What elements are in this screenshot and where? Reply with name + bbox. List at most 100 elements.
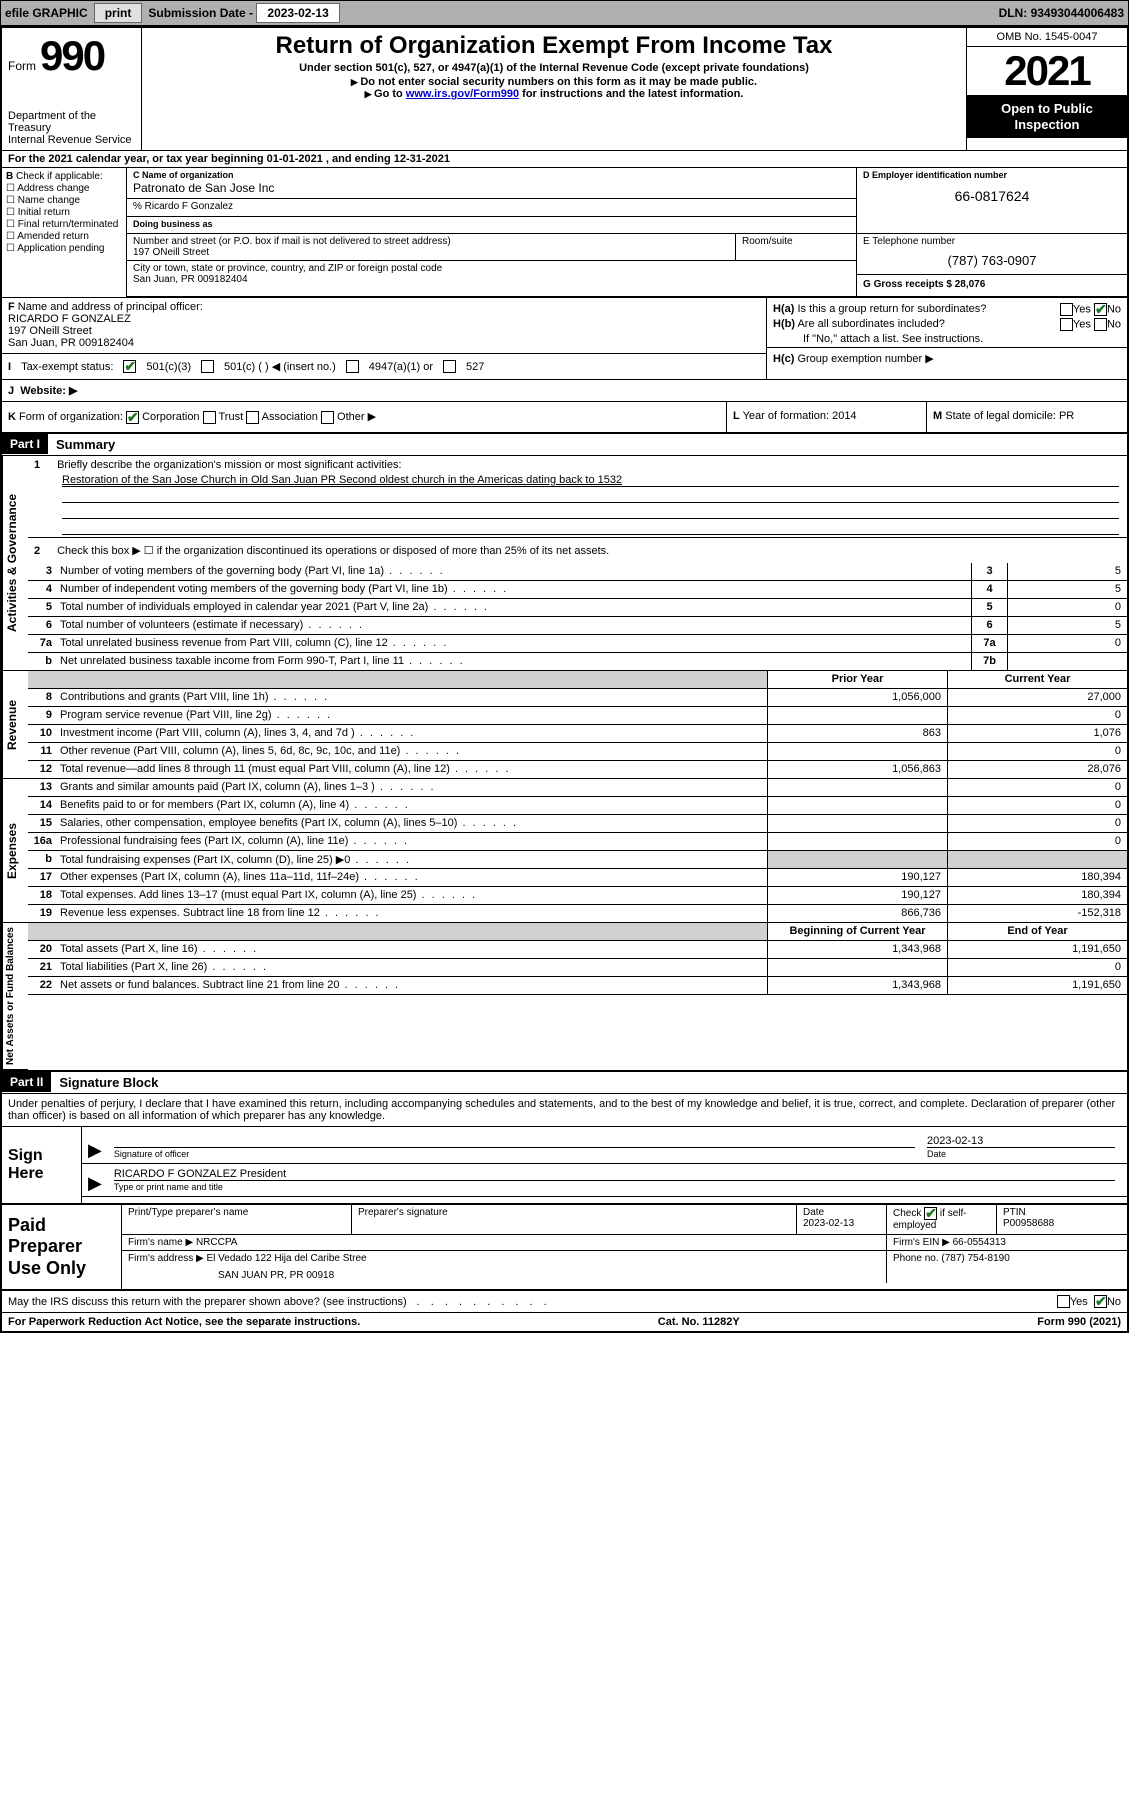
- org-info-block: B Check if applicable: ☐ Address change …: [2, 168, 1127, 298]
- hc-text: Group exemption number ▶: [797, 353, 933, 365]
- header-left: Form 990 Department of the Treasury Inte…: [2, 28, 142, 150]
- summary-line-14: 14Benefits paid to or for members (Part …: [28, 797, 1127, 815]
- paid-preparer-block: Paid Preparer Use Only Print/Type prepar…: [2, 1203, 1127, 1290]
- firm-phone-label: Phone no.: [893, 1253, 941, 1264]
- signature-arrow-icon: ▶: [88, 1140, 108, 1161]
- summary-line-22: 22Net assets or fund balances. Subtract …: [28, 977, 1127, 995]
- col-current-year: Current Year: [947, 671, 1127, 688]
- activities-governance: Activities & Governance 1 Briefly descri…: [2, 456, 1127, 671]
- org-name-label: C Name of organization: [133, 170, 850, 180]
- summary-line-16a: 16aProfessional fundraising fees (Part I…: [28, 833, 1127, 851]
- form-header: Form 990 Department of the Treasury Inte…: [2, 28, 1127, 151]
- vlabel-rev: Revenue: [2, 671, 28, 779]
- check-amended-return[interactable]: ☐ Amended return: [6, 231, 122, 242]
- check-final-return[interactable]: ☐ Final return/terminated: [6, 219, 122, 230]
- header-right: OMB No. 1545-0047 2021 Open to Public In…: [967, 28, 1127, 150]
- tax-status-label: Tax-exempt status:: [21, 361, 113, 373]
- sign-here-label: Sign Here: [2, 1127, 82, 1203]
- dln-value: 93493044006483: [1031, 6, 1124, 20]
- ha-text: Is this a group return for subordinates?: [797, 303, 986, 315]
- hb-text: Are all subordinates included?: [797, 318, 944, 330]
- check-other[interactable]: [321, 411, 334, 424]
- ein-value: 66-0817624: [863, 180, 1121, 205]
- officer-city: San Juan, PR 009182404: [8, 337, 134, 349]
- summary-line-10: 10Investment income (Part VIII, column (…: [28, 725, 1127, 743]
- signature-date: 2023-02-13: [927, 1135, 1115, 1147]
- check-trust[interactable]: [203, 411, 216, 424]
- summary-line-9: 9Program service revenue (Part VIII, lin…: [28, 707, 1127, 725]
- check-initial-return[interactable]: ☐ Initial return: [6, 207, 122, 218]
- phone-cell: E Telephone number (787) 763-0907 G Gros…: [857, 234, 1127, 296]
- k-l-m-row: K Form of organization: Corporation Trus…: [2, 402, 1127, 434]
- website-label: Website: ▶: [20, 385, 77, 397]
- check-4947a1[interactable]: [346, 360, 359, 373]
- summary-line-11: 11Other revenue (Part VIII, column (A), …: [28, 743, 1127, 761]
- net-assets-section: Net Assets or Fund Balances Beginning of…: [2, 923, 1127, 1072]
- check-501c[interactable]: [201, 360, 214, 373]
- gross-receipts-value: 28,076: [955, 279, 986, 290]
- summary-line-3: 3Number of voting members of the governi…: [28, 563, 1127, 581]
- check-association[interactable]: [246, 411, 259, 424]
- vlabel-na: Net Assets or Fund Balances: [2, 923, 28, 1070]
- firm-addr-1: El Vedado 122 Hija del Caribe Stree: [207, 1253, 367, 1264]
- part-1-header: Part I Summary: [2, 434, 1127, 456]
- check-address-change[interactable]: ☐ Address change: [6, 183, 122, 194]
- na-header-row: Beginning of Current Year End of Year: [28, 923, 1127, 941]
- check-527[interactable]: [443, 360, 456, 373]
- part-1-title: Summary: [48, 434, 123, 455]
- line1-text: Briefly describe the organization's miss…: [57, 459, 401, 471]
- summary-line-13: 13Grants and similar amounts paid (Part …: [28, 779, 1127, 797]
- hb-yes[interactable]: [1060, 318, 1073, 331]
- summary-line-12: 12Total revenue—add lines 8 through 11 (…: [28, 761, 1127, 779]
- ha-yes[interactable]: [1060, 303, 1073, 316]
- hb-no[interactable]: [1094, 318, 1107, 331]
- summary-line-7a: 7aTotal unrelated business revenue from …: [28, 635, 1127, 653]
- summary-line-5: 5Total number of individuals employed in…: [28, 599, 1127, 617]
- footer-form: Form 990 (2021): [1037, 1316, 1121, 1328]
- preparer-date-label: Date: [803, 1207, 880, 1218]
- street-label: Number and street (or P.O. box if mail i…: [133, 236, 729, 247]
- mission-text: Restoration of the San Jose Church in Ol…: [62, 474, 1119, 487]
- row-a-tax-year: For the 2021 calendar year, or tax year …: [2, 151, 1127, 168]
- org-name: Patronato de San Jose Inc: [133, 180, 850, 196]
- form-990-container: Form 990 Department of the Treasury Inte…: [0, 26, 1129, 1333]
- col-prior-year: Prior Year: [767, 671, 947, 688]
- col-c-d-e: C Name of organization Patronato de San …: [127, 168, 1127, 297]
- dln: DLN: 93493044006483: [999, 6, 1124, 20]
- check-501c3[interactable]: [123, 360, 136, 373]
- check-application-pending[interactable]: ☐ Application pending: [6, 243, 122, 254]
- hb-note: If "No," attach a list. See instructions…: [773, 333, 1121, 345]
- discuss-no[interactable]: [1094, 1295, 1107, 1308]
- submission-label-text: Submission Date -: [148, 6, 256, 20]
- column-b-checkboxes: B Check if applicable: ☐ Address change …: [2, 168, 127, 297]
- ha-no[interactable]: [1094, 303, 1107, 316]
- discuss-yes[interactable]: [1057, 1295, 1070, 1308]
- org-name-cell: C Name of organization Patronato de San …: [127, 168, 857, 233]
- website-row: J Website: ▶: [2, 380, 1127, 402]
- form-title: Return of Organization Exempt From Incom…: [150, 32, 958, 60]
- summary-line-b: bTotal fundraising expenses (Part IX, co…: [28, 851, 1127, 869]
- firm-ein-label: Firm's EIN ▶: [893, 1237, 953, 1248]
- ein-label: D Employer identification number: [863, 170, 1121, 180]
- open-to-public: Open to Public Inspection: [967, 95, 1127, 138]
- year-formation: L Year of formation: 2014: [727, 402, 927, 432]
- part-2-label: Part II: [2, 1072, 51, 1092]
- ein-cell: D Employer identification number 66-0817…: [857, 168, 1127, 233]
- part-1-label: Part I: [2, 434, 48, 454]
- preparer-date: 2023-02-13: [803, 1218, 880, 1229]
- city-label: City or town, state or province, country…: [133, 263, 850, 274]
- submission-label: Submission Date - 2023-02-13: [148, 6, 339, 20]
- part-2-title: Signature Block: [51, 1072, 166, 1093]
- preparer-check-label: Check: [893, 1208, 921, 1219]
- signature-arrow-icon-2: ▶: [88, 1173, 108, 1194]
- print-button[interactable]: print: [94, 3, 143, 23]
- firm-name-label: Firm's name ▶: [128, 1237, 196, 1248]
- check-name-change[interactable]: ☐ Name change: [6, 195, 122, 206]
- check-corporation[interactable]: [126, 411, 139, 424]
- preparer-name-label: Print/Type preparer's name: [128, 1207, 345, 1218]
- check-self-employed[interactable]: [924, 1207, 937, 1220]
- rev-header-row: Prior Year Current Year: [28, 671, 1127, 689]
- footer-cat-no: Cat. No. 11282Y: [658, 1316, 740, 1328]
- irs-link[interactable]: www.irs.gov/Form990: [406, 88, 519, 100]
- officer-street: 197 ONeill Street: [8, 325, 92, 337]
